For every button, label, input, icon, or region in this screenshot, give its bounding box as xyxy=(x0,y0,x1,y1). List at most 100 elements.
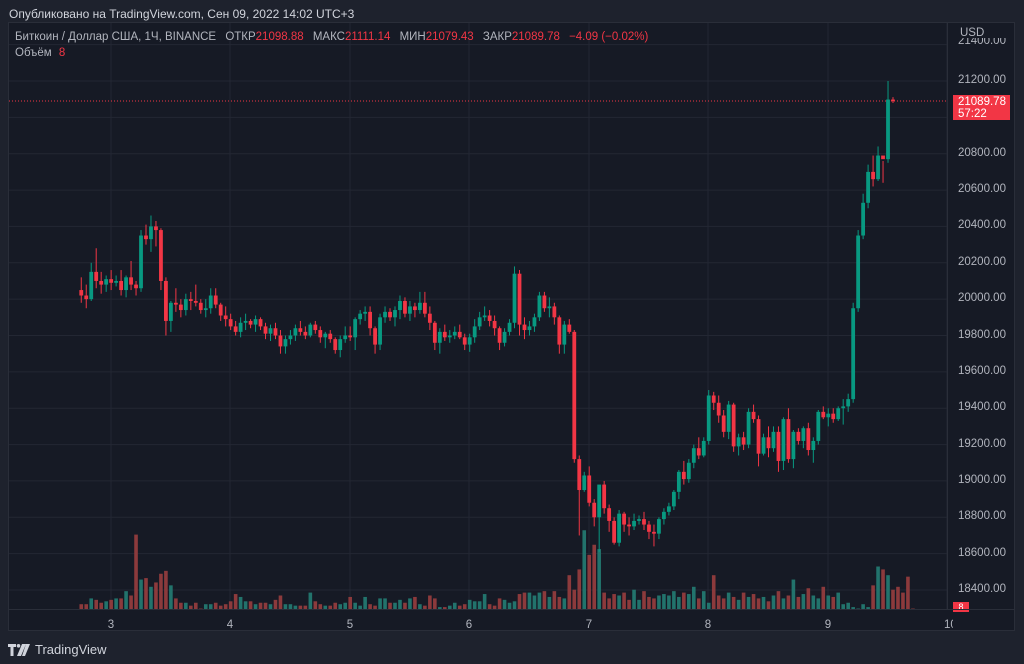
candle xyxy=(532,313,537,332)
volume-bar xyxy=(746,596,751,609)
volume-bar xyxy=(213,602,218,609)
candle xyxy=(457,324,462,340)
candle xyxy=(721,410,726,438)
price-tick-label: 19400.00 xyxy=(958,401,1006,414)
chart-plot-area[interactable] xyxy=(9,23,947,609)
candle xyxy=(502,328,507,347)
volume-bar xyxy=(223,604,228,609)
candle xyxy=(582,471,587,492)
time-tick-label: 9 xyxy=(824,619,832,631)
volume-bar xyxy=(632,589,636,609)
currency-label[interactable]: USD xyxy=(960,27,985,39)
volume-bar xyxy=(194,602,198,609)
volume-label[interactable]: Объём xyxy=(15,47,52,59)
candle xyxy=(876,146,880,181)
volume-bar xyxy=(323,605,328,609)
candle xyxy=(871,155,875,187)
volume-bar xyxy=(736,599,741,609)
candle xyxy=(886,81,890,163)
candle xyxy=(203,299,208,318)
volume-bar xyxy=(313,601,318,609)
candle xyxy=(318,326,323,343)
candle xyxy=(477,311,482,331)
volume-bar xyxy=(333,602,338,609)
candle xyxy=(731,402,736,452)
candle xyxy=(766,426,771,458)
time-axis[interactable] xyxy=(9,609,1014,631)
price-axis[interactable] xyxy=(947,23,1015,609)
volume-bar xyxy=(622,592,626,609)
symbol-title[interactable]: Биткоин / Доллар США, 1Ч, BINANCE xyxy=(15,31,217,43)
volume-legend-row: Объём 8 xyxy=(15,45,648,61)
volume-bar xyxy=(562,598,567,609)
candle xyxy=(572,330,577,463)
candle xyxy=(746,408,751,449)
volume-bar xyxy=(617,595,621,609)
price-tick-label: 19200.00 xyxy=(958,437,1006,450)
volume-bar xyxy=(149,586,153,609)
volume-bar xyxy=(497,598,502,609)
candle xyxy=(741,431,746,451)
volume-bar xyxy=(672,591,676,609)
volume-bar xyxy=(851,607,855,609)
candle xyxy=(552,302,557,325)
volume-bar xyxy=(726,592,731,609)
candle xyxy=(432,320,437,351)
volume-bar xyxy=(756,598,761,609)
candle xyxy=(119,270,123,296)
candle xyxy=(383,306,387,323)
current-price-tag: 21089.78 57:22 xyxy=(953,95,1010,120)
volume-bar xyxy=(731,596,736,609)
volume-bar xyxy=(129,595,133,609)
candle xyxy=(313,320,318,334)
chart-legend: Биткоин / Доллар США, 1Ч, BINANCE ОТКР21… xyxy=(15,29,648,61)
candle xyxy=(218,302,223,321)
volume-bar xyxy=(308,592,313,609)
candle xyxy=(413,302,417,318)
candle xyxy=(343,326,348,343)
high-value: 21111.14 xyxy=(344,31,391,43)
volume-bar xyxy=(353,602,357,609)
volume-bar xyxy=(104,601,108,609)
candle xyxy=(228,313,233,331)
candle xyxy=(178,299,183,318)
candle xyxy=(422,291,427,318)
candle xyxy=(472,319,477,343)
volume-bar xyxy=(373,605,377,609)
volume-bar xyxy=(298,605,303,609)
volume-bar xyxy=(154,582,158,609)
candle xyxy=(761,433,766,456)
volume-bar xyxy=(527,592,532,609)
volume-bar xyxy=(408,598,412,609)
candle xyxy=(497,326,502,351)
volume-bar xyxy=(662,594,666,609)
volume-bar xyxy=(179,602,183,609)
candle xyxy=(881,155,885,183)
volume-bar xyxy=(766,601,771,609)
volume-bar xyxy=(159,573,163,609)
volume-bar xyxy=(348,596,352,609)
price-tick-label: 20000.00 xyxy=(958,292,1006,305)
candle xyxy=(333,337,338,354)
candle xyxy=(831,408,836,423)
candle xyxy=(79,277,84,303)
volume-bar xyxy=(492,605,497,609)
volume-bar xyxy=(572,589,577,609)
candle xyxy=(612,517,617,545)
candle xyxy=(736,433,741,456)
candle xyxy=(846,393,851,412)
price-tick-label: 19800.00 xyxy=(958,328,1006,341)
candle xyxy=(642,511,646,531)
volume-bar xyxy=(169,585,173,609)
price-tick-label: 20200.00 xyxy=(958,255,1006,268)
candle xyxy=(164,277,168,336)
candle xyxy=(492,315,497,336)
candle xyxy=(173,288,178,312)
candlestick-chart[interactable] xyxy=(9,23,947,609)
volume-bar xyxy=(891,589,895,609)
tradingview-brand: TradingView xyxy=(35,642,107,657)
time-tick-label: 7 xyxy=(585,619,593,631)
price-tick-label: 20400.00 xyxy=(958,219,1006,232)
candle xyxy=(248,319,253,329)
candle xyxy=(183,293,188,316)
